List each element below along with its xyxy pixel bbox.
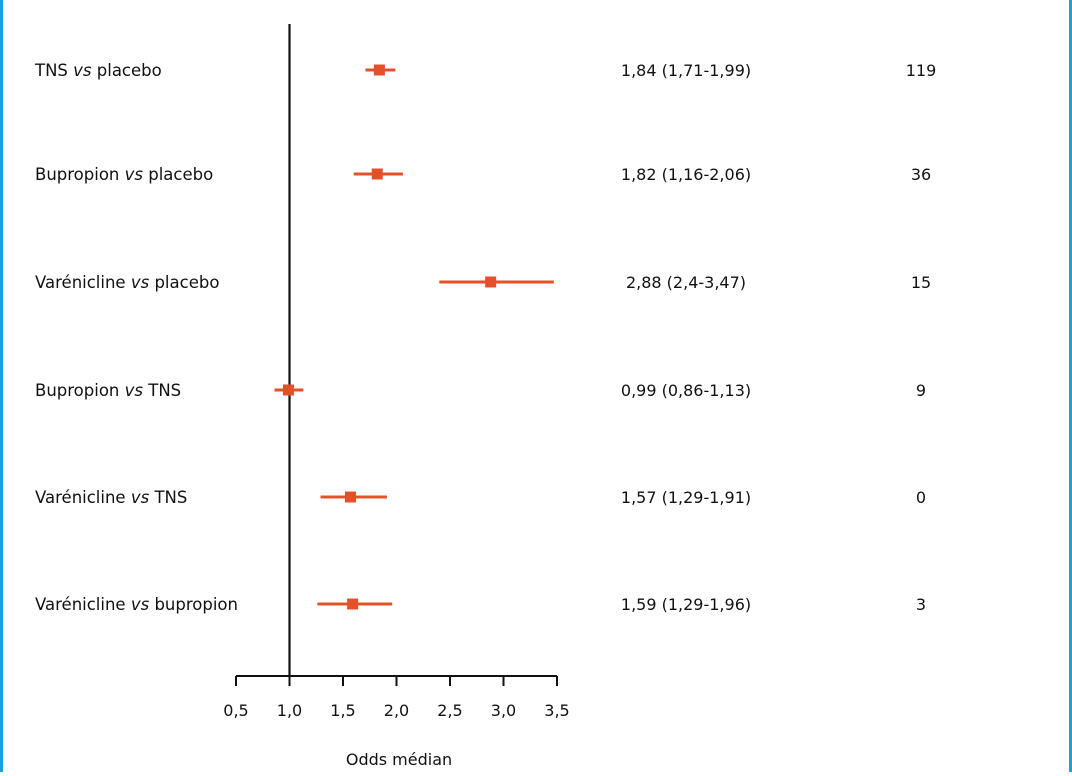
ci-text: 1,57 (1,29-1,91) [621, 488, 751, 507]
row-label-vs: vs [73, 61, 92, 80]
x-axis: 0,5 1,0 1,5 2,0 2,5 3,0 3,5 [223, 675, 570, 720]
row-label-a: Varénicline [35, 488, 131, 507]
row-label-a: Bupropion [35, 165, 125, 184]
x-tick-label: 3,5 [544, 701, 569, 720]
x-tick-label: 2,0 [384, 701, 409, 720]
forest-plot: TNS vs placebo 1,84 (1,71-1,99) 119 Bupropi… [34, 24, 936, 769]
n-value: 9 [916, 381, 926, 400]
row-label-b: placebo [149, 273, 219, 292]
row-label-a: TNS [34, 61, 73, 80]
n-value: 36 [911, 165, 931, 184]
row-label-b: bupropion [149, 595, 238, 614]
forest-row: Varénicline vs placebo 2,88 (2,4-3,47) 15 [35, 273, 931, 292]
point-estimate [282, 384, 294, 396]
row-label-a: Varénicline [35, 273, 131, 292]
row-label-a: Varénicline [35, 595, 131, 614]
point-estimate [371, 168, 383, 180]
row-label-vs: vs [125, 165, 144, 184]
ci-text: 1,84 (1,71-1,99) [621, 61, 751, 80]
n-value: 15 [911, 273, 931, 292]
x-tick-label: 3,0 [491, 701, 516, 720]
x-axis-title: Odds médian [346, 750, 452, 769]
ci-text: 2,88 (2,4-3,47) [626, 273, 746, 292]
row-label-b: placebo [143, 165, 213, 184]
forest-row: Bupropion vs placebo 1,82 (1,16-2,06) 36 [35, 165, 931, 184]
row-label-b: TNS [143, 381, 181, 400]
x-tick-label: 1,0 [277, 701, 302, 720]
forest-row: TNS vs placebo 1,84 (1,71-1,99) 119 [34, 61, 936, 80]
row-label-vs: vs [131, 488, 150, 507]
row-label: TNS vs placebo [34, 61, 162, 80]
row-label-a: Bupropion [35, 381, 125, 400]
point-estimate [485, 276, 497, 288]
forest-row: Bupropion vs TNS 0,99 (0,86-1,13) 9 [35, 381, 926, 400]
row-label: Varénicline vs bupropion [35, 595, 238, 614]
forest-row: Varénicline vs bupropion 1,59 (1,29-1,96)… [35, 595, 926, 614]
x-tick-label: 0,5 [223, 701, 248, 720]
row-label: Varénicline vs placebo [35, 273, 219, 292]
rows-layer: TNS vs placebo 1,84 (1,71-1,99) 119 Bupropi… [34, 24, 936, 676]
point-estimate [373, 64, 385, 76]
ci-text: 0,99 (0,86-1,13) [621, 381, 751, 400]
ci-text: 1,82 (1,16-2,06) [621, 165, 751, 184]
n-value: 119 [906, 61, 937, 80]
n-value: 3 [916, 595, 926, 614]
row-label-vs: vs [131, 595, 150, 614]
x-tick-label: 2,5 [437, 701, 462, 720]
row-label-vs: vs [125, 381, 144, 400]
row-label-vs: vs [131, 273, 150, 292]
n-value: 0 [916, 488, 926, 507]
row-label-b: placebo [92, 61, 162, 80]
row-label: Bupropion vs TNS [35, 381, 181, 400]
ci-text: 1,59 (1,29-1,96) [621, 595, 751, 614]
row-label: Varénicline vs TNS [35, 488, 187, 507]
row-label-b: TNS [149, 488, 187, 507]
point-estimate [347, 598, 359, 610]
row-label: Bupropion vs placebo [35, 165, 213, 184]
point-estimate [344, 491, 356, 503]
forest-row: Varénicline vs TNS 1,57 (1,29-1,91) 0 [35, 488, 926, 507]
x-tick-label: 1,5 [330, 701, 355, 720]
